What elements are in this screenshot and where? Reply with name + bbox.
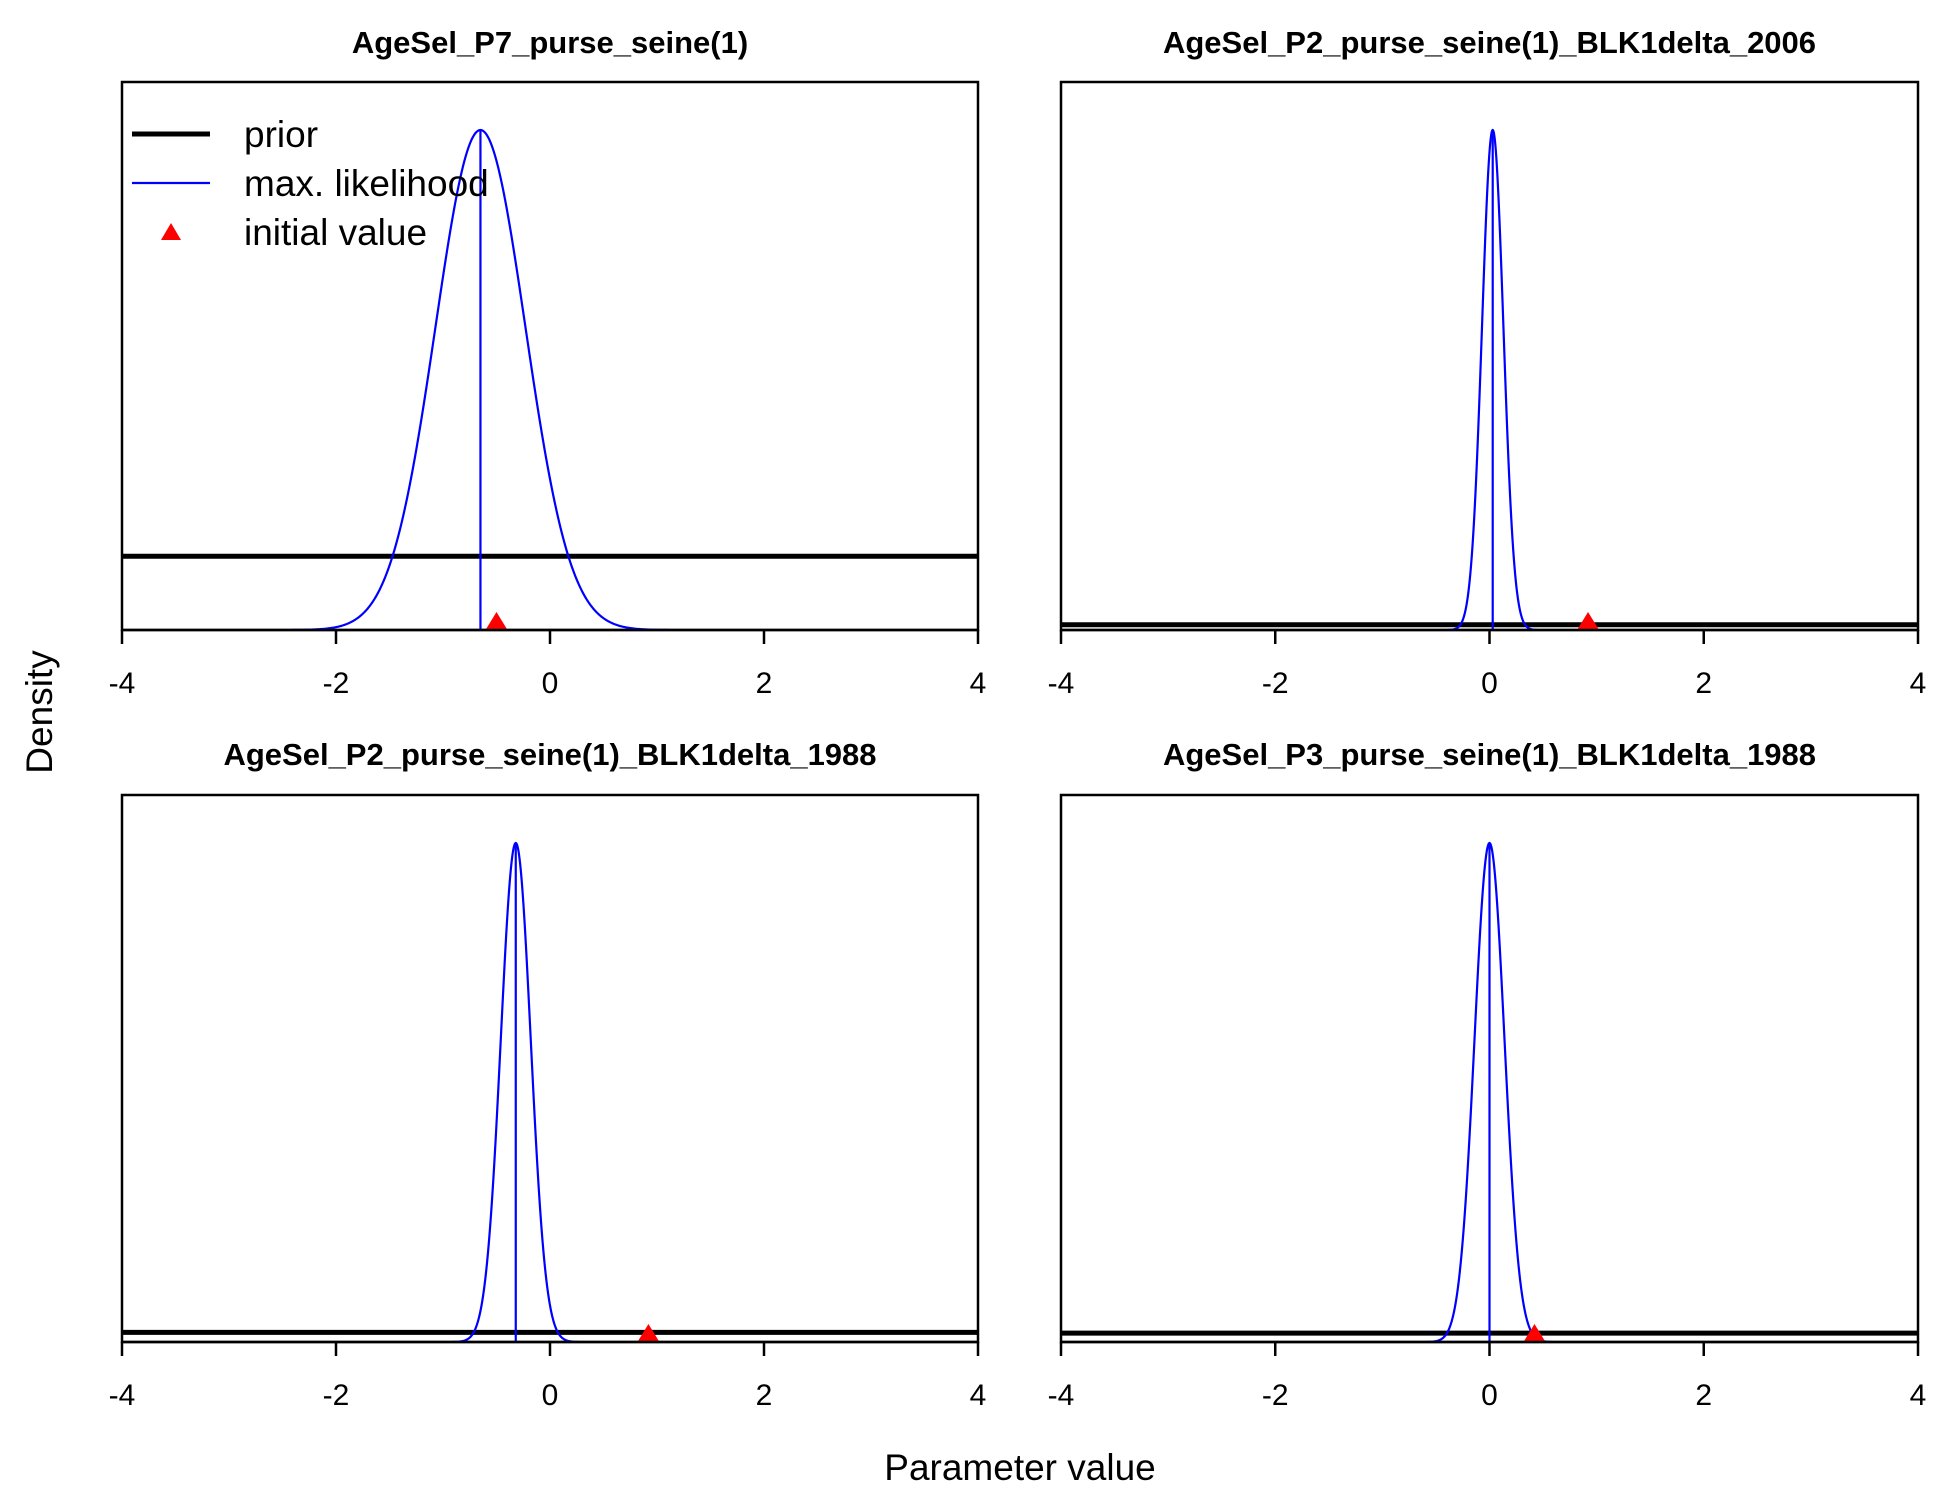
x-tick-label: 4 — [970, 1379, 987, 1412]
x-tick-label: -2 — [1262, 667, 1289, 700]
panel-2: AgeSel_P2_purse_seine(1)_BLK1delta_2006 -… — [1048, 25, 1927, 700]
panel-3: AgeSel_P2_purse_seine(1)_BLK1delta_1988 -… — [109, 737, 987, 1412]
panel-4: AgeSel_P3_purse_seine(1)_BLK1delta_1988 -… — [1048, 737, 1927, 1412]
y-axis-title: Density — [19, 650, 60, 774]
x-tick-label: 0 — [542, 1379, 559, 1412]
x-tick-label: -4 — [1048, 1379, 1075, 1412]
x-tick-label: 2 — [756, 667, 773, 700]
panel-title: AgeSel_P3_purse_seine(1)_BLK1delta_1988 — [1163, 737, 1816, 772]
x-tick-label: 2 — [1695, 1379, 1712, 1412]
legend-label: prior — [244, 114, 318, 155]
initial-value-marker — [637, 1324, 660, 1342]
x-tick-label: -2 — [1262, 1379, 1289, 1412]
x-tick-label: 4 — [1910, 667, 1927, 700]
panels: AgeSel_P7_purse_seine(1)-4 -2 0 2 4AgeSel_P2… — [109, 25, 1927, 1412]
legend: prior max. likelihood initial value — [132, 114, 489, 253]
panel-1: AgeSel_P7_purse_seine(1) -4 -2 0 2 4 — [109, 25, 987, 700]
legend-label: max. likelihood — [244, 163, 489, 204]
x-tick-label: -4 — [109, 667, 136, 700]
initial-value-marker — [485, 612, 508, 630]
x-tick-label: 0 — [542, 667, 559, 700]
x-axis-title: Parameter value — [884, 1447, 1155, 1488]
x-tick-label: -2 — [323, 1379, 350, 1412]
panel-title: AgeSel_P7_purse_seine(1) — [352, 25, 748, 60]
x-tick-label: 4 — [970, 667, 987, 700]
plot-frame — [120, 793, 980, 1344]
initial-value-marker — [1523, 1324, 1546, 1342]
x-tick-label: 2 — [756, 1379, 773, 1412]
panel-title: AgeSel_P2_purse_seine(1)_BLK1delta_1988 — [223, 737, 876, 772]
initial-value-marker — [1577, 612, 1600, 630]
x-tick-label: 2 — [1695, 667, 1712, 700]
x-tick-label: 0 — [1481, 667, 1498, 700]
x-tick-label: -2 — [323, 667, 350, 700]
x-tick-label: -4 — [1048, 667, 1075, 700]
x-tick-label: -4 — [109, 1379, 136, 1412]
x-tick-label: 4 — [1910, 1379, 1927, 1412]
panel-title: AgeSel_P2_purse_seine(1)_BLK1delta_2006 — [1163, 25, 1816, 60]
legend-initial-swatch — [161, 223, 181, 240]
legend-label: initial value — [244, 212, 427, 253]
x-tick-label: 0 — [1481, 1379, 1498, 1412]
